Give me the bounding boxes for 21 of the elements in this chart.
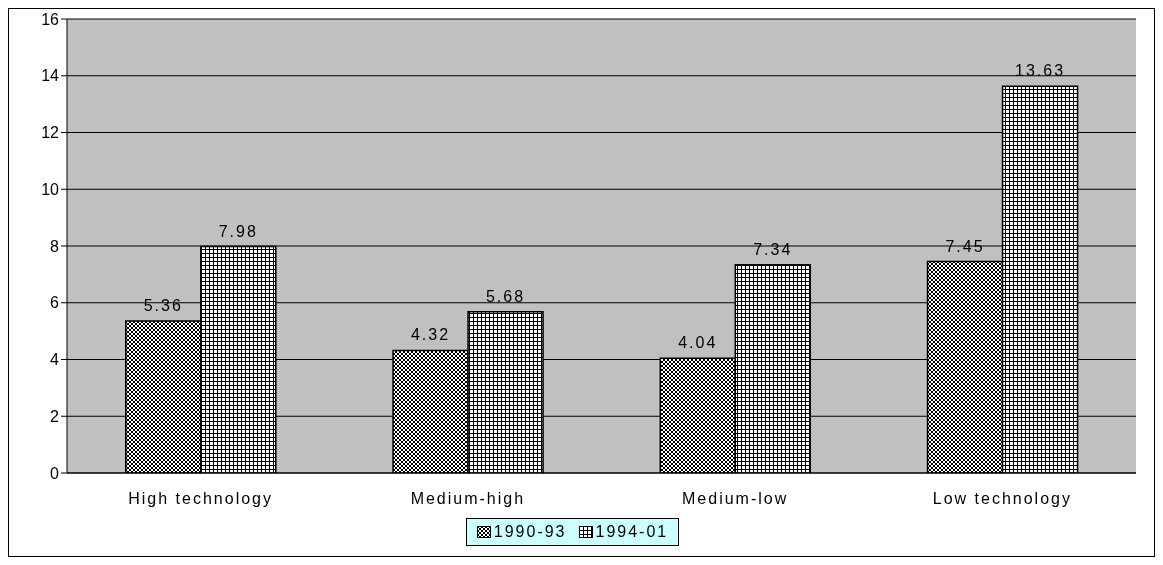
x-tick-label: High technology xyxy=(128,490,273,508)
y-tick-label: 6 xyxy=(50,294,60,312)
x-tick-label: Medium-high xyxy=(410,490,526,508)
legend-label: 1994-01 xyxy=(594,523,669,541)
y-tick-label: 10 xyxy=(41,180,60,198)
y-tick-label: 16 xyxy=(41,10,60,28)
data-label: 5.68 xyxy=(485,287,526,305)
data-label: 7.34 xyxy=(753,240,793,258)
y-tick-label: 2 xyxy=(50,407,60,425)
x-tick-label: Medium-low xyxy=(682,490,789,508)
data-label: 7.45 xyxy=(945,237,985,255)
data-label: 4.32 xyxy=(410,326,451,344)
data-label: 4.04 xyxy=(678,334,718,352)
x-tick-label: Low technology xyxy=(932,490,1072,508)
legend-label: 1990-93 xyxy=(492,523,567,541)
y-tick-label: 12 xyxy=(41,124,60,142)
y-tick-label: 0 xyxy=(50,464,60,482)
y-tick-label: 4 xyxy=(50,351,60,369)
y-tick-label: 14 xyxy=(41,67,60,85)
y-tick-label: 8 xyxy=(50,237,60,255)
data-label: 7.98 xyxy=(218,222,258,240)
